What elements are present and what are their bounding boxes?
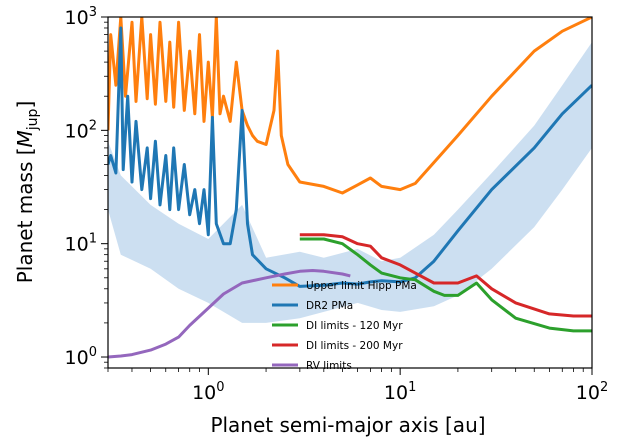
legend-label: Upper limit Hipp PMa (306, 280, 417, 292)
series-line-1 (108, 17, 592, 195)
legend-label: RV limits (306, 360, 352, 372)
dr2-pma-confidence-band (108, 42, 592, 323)
ticks-layer: 100 101 102 100 101 102 103 (65, 5, 609, 404)
y-tick-label: 103 (65, 5, 97, 29)
y-tick-label: 100 (65, 345, 97, 369)
legend-label: DR2 PMa (306, 300, 353, 312)
y-axis-label: Planet mass [Mjup] (13, 101, 41, 284)
series-line-5 (108, 269, 351, 359)
series-line-3 (299, 237, 592, 333)
x-tick-label: 101 (384, 380, 416, 404)
series-line-4 (299, 233, 592, 318)
y-tick-label: 102 (65, 118, 97, 142)
series-layer (108, 17, 592, 359)
legend: Upper limit Hipp PMa DR2 PMa DI limits - 1… (272, 280, 417, 372)
plot-frame (107, 16, 593, 369)
x-axis-label: Planet semi-major axis [au] (210, 413, 485, 437)
y-tick-label: 101 (65, 232, 97, 256)
legend-label: DI limits - 200 Myr (306, 340, 403, 352)
x-tick-label: 100 (192, 380, 224, 404)
x-tick-label: 102 (576, 380, 608, 404)
confidence-band-layer (108, 42, 592, 323)
legend-label: DI limits - 120 Myr (306, 320, 403, 332)
series-line-2 (108, 26, 592, 288)
